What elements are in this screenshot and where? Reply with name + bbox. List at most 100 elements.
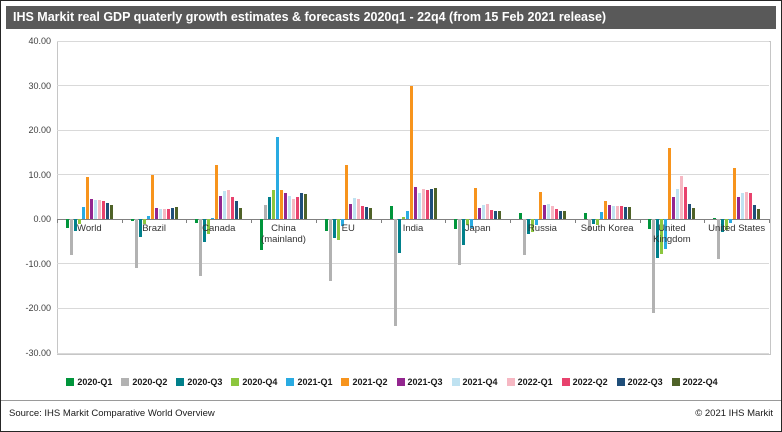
bar bbox=[554, 209, 558, 220]
gridline bbox=[57, 40, 769, 42]
bar bbox=[352, 198, 356, 220]
bar bbox=[688, 204, 692, 220]
legend-label: 2021-Q3 bbox=[407, 377, 443, 387]
bar bbox=[166, 208, 170, 220]
legend-label: 2020-Q1 bbox=[77, 377, 113, 387]
bar bbox=[162, 209, 166, 220]
category-axis-tick bbox=[251, 219, 253, 224]
chart-title: IHS Markit real GDP quaterly growth esti… bbox=[13, 10, 607, 24]
bar bbox=[276, 136, 280, 220]
legend-swatch-icon bbox=[671, 378, 680, 386]
category-axis-tick bbox=[315, 219, 317, 224]
y-axis-tick-label: 30.00 bbox=[28, 80, 51, 91]
bar bbox=[284, 193, 288, 220]
legend-swatch-icon bbox=[121, 378, 130, 386]
bar bbox=[154, 207, 158, 220]
legend-swatch-icon bbox=[396, 378, 405, 386]
legend-label: 2020-Q2 bbox=[132, 377, 168, 387]
bar bbox=[717, 219, 721, 260]
category-label: World bbox=[77, 223, 102, 235]
bar bbox=[109, 204, 113, 220]
gridline bbox=[57, 85, 769, 87]
bar bbox=[360, 205, 364, 220]
bar bbox=[417, 192, 421, 220]
bar bbox=[264, 205, 268, 220]
bar bbox=[713, 217, 717, 220]
bar bbox=[207, 219, 211, 234]
bar bbox=[627, 207, 631, 220]
bar bbox=[324, 219, 328, 231]
bar bbox=[77, 219, 81, 224]
bar bbox=[458, 219, 462, 266]
bar bbox=[409, 85, 413, 220]
legend-item: 2022-Q3 bbox=[616, 377, 663, 387]
bar bbox=[425, 189, 429, 220]
bar bbox=[344, 164, 348, 220]
category-label: South Korea bbox=[580, 223, 634, 235]
bar bbox=[158, 208, 162, 220]
legend-label: 2020-Q3 bbox=[187, 377, 223, 387]
bar bbox=[340, 219, 344, 227]
category-axis-tick bbox=[445, 219, 447, 224]
bar bbox=[538, 191, 542, 220]
legend-label: 2021-Q2 bbox=[352, 377, 388, 387]
bar bbox=[583, 213, 587, 220]
bar bbox=[292, 198, 296, 220]
bar bbox=[348, 204, 352, 220]
copyright-note: © 2021 IHS Markit bbox=[695, 408, 773, 419]
bar bbox=[235, 201, 239, 220]
bar bbox=[530, 219, 534, 232]
bar bbox=[93, 199, 97, 220]
bar bbox=[619, 206, 623, 220]
bar bbox=[219, 195, 223, 220]
source-note: Source: IHS Markit Comparative World Ove… bbox=[9, 408, 215, 419]
bar bbox=[725, 219, 729, 230]
bar bbox=[542, 205, 546, 220]
bar bbox=[69, 219, 73, 255]
legend-item: 2022-Q1 bbox=[506, 377, 553, 387]
bar bbox=[199, 219, 203, 276]
bar bbox=[757, 208, 761, 220]
legend-swatch-icon bbox=[66, 378, 75, 386]
legend-item: 2021-Q1 bbox=[286, 377, 332, 387]
bar bbox=[239, 207, 243, 220]
bar bbox=[721, 219, 725, 232]
bar bbox=[546, 204, 550, 220]
bar bbox=[498, 211, 502, 220]
bar bbox=[652, 219, 656, 313]
bar bbox=[288, 196, 292, 220]
bar bbox=[648, 219, 652, 229]
y-axis-tick-label: -30.00 bbox=[25, 348, 51, 358]
bar bbox=[558, 210, 562, 220]
category-axis-tick bbox=[574, 219, 576, 224]
category-label: Canada bbox=[202, 223, 236, 235]
bar bbox=[356, 199, 360, 220]
bar bbox=[368, 208, 372, 220]
legend-item: 2022-Q2 bbox=[561, 377, 608, 387]
bar bbox=[89, 198, 93, 220]
bar bbox=[623, 206, 627, 220]
bar bbox=[393, 219, 397, 326]
bar bbox=[97, 199, 101, 220]
bar bbox=[231, 197, 235, 220]
legend-label: 2022-Q4 bbox=[682, 377, 718, 387]
y-axis-tick-label: 10.00 bbox=[28, 169, 51, 180]
bar bbox=[753, 205, 757, 220]
bar bbox=[486, 204, 490, 220]
bar bbox=[454, 219, 458, 229]
bar bbox=[174, 206, 178, 220]
legend-label: 2021-Q1 bbox=[297, 377, 333, 387]
bar bbox=[146, 216, 150, 220]
chart-legend: 2020-Q1 2020-Q2 2020-Q3 2020-Q4 2021-Q1 2021-… bbox=[1, 373, 781, 391]
bar bbox=[534, 219, 538, 225]
category-axis-tick bbox=[769, 219, 770, 224]
bar bbox=[203, 219, 207, 243]
bar bbox=[526, 219, 530, 235]
bar bbox=[745, 192, 749, 220]
bar bbox=[676, 188, 680, 220]
bar bbox=[668, 147, 672, 220]
bar bbox=[474, 188, 478, 220]
bar bbox=[692, 207, 696, 220]
legend-item: 2020-Q3 bbox=[176, 377, 222, 387]
category-label: Russia bbox=[527, 223, 557, 235]
